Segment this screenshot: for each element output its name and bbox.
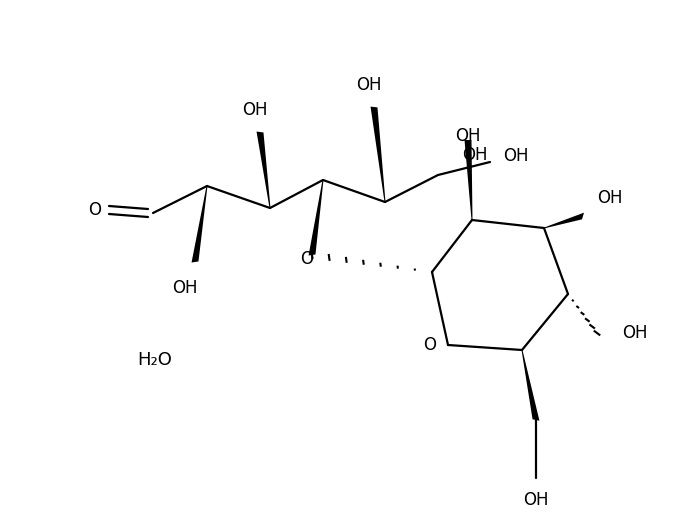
Text: O: O: [301, 250, 313, 268]
Text: OH: OH: [622, 324, 648, 342]
Polygon shape: [370, 107, 386, 202]
Text: O: O: [423, 336, 436, 354]
Text: H₂O: H₂O: [138, 351, 173, 369]
Text: OH: OH: [356, 76, 381, 94]
Text: OH: OH: [462, 146, 488, 164]
Polygon shape: [191, 186, 207, 263]
Polygon shape: [257, 132, 271, 208]
Text: OH: OH: [172, 279, 198, 297]
Polygon shape: [544, 213, 584, 228]
Polygon shape: [521, 350, 539, 421]
Text: OH: OH: [523, 491, 548, 509]
Text: OH: OH: [455, 127, 481, 145]
Text: OH: OH: [503, 147, 529, 165]
Polygon shape: [308, 180, 324, 255]
Text: O: O: [88, 201, 102, 219]
Text: OH: OH: [597, 189, 623, 207]
Polygon shape: [464, 140, 473, 220]
Text: OH: OH: [242, 101, 268, 119]
